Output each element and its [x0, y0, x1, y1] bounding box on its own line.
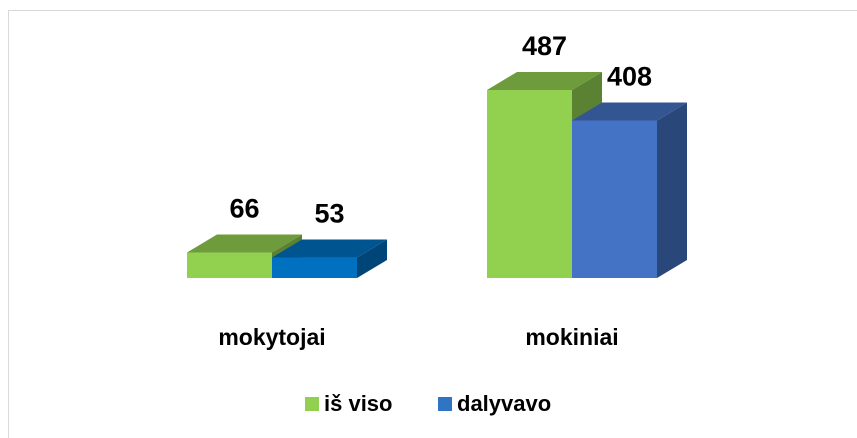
bar-front — [272, 257, 357, 278]
data-label: 66 — [229, 194, 259, 224]
bar-top — [272, 239, 387, 258]
legend-swatch — [305, 397, 319, 411]
bar-side — [657, 102, 687, 278]
bar-side — [357, 239, 387, 278]
bar-front — [487, 90, 572, 278]
legend-label: iš viso — [324, 391, 392, 416]
data-label: 487 — [522, 31, 567, 61]
bar-top — [487, 72, 602, 90]
data-label: 53 — [314, 199, 344, 229]
chart-frame — [8, 10, 857, 438]
bar-front — [572, 120, 657, 278]
category-label: mokiniai — [525, 324, 618, 350]
bar-top — [187, 234, 302, 253]
category-label: mokytojai — [218, 324, 325, 350]
bar-top — [572, 102, 687, 121]
bar — [187, 234, 302, 278]
legend-swatch — [438, 397, 452, 411]
bar — [572, 102, 687, 278]
data-label: 408 — [607, 62, 652, 92]
legend-label: dalyvavo — [457, 391, 551, 416]
bar — [272, 239, 387, 278]
bar-front — [187, 252, 272, 278]
